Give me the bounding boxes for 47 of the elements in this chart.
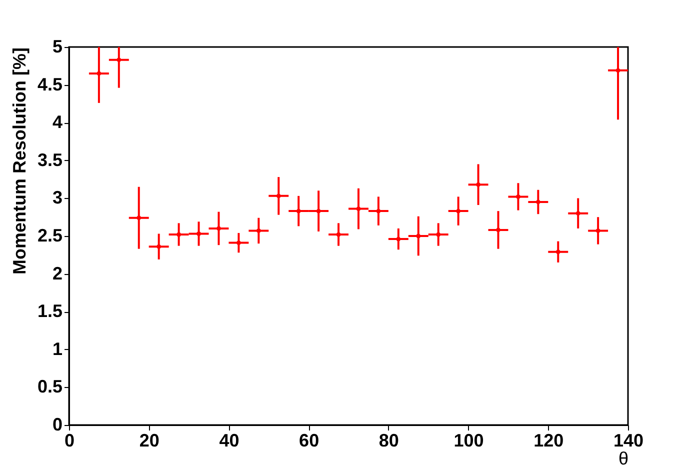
y-tick-label: 2	[52, 263, 62, 284]
point	[616, 68, 620, 73]
point	[316, 208, 321, 214]
x-tick-label: 20	[139, 430, 160, 450]
x-tick-label: 40	[219, 430, 240, 450]
point	[576, 211, 580, 216]
x-tick-label: 80	[378, 430, 399, 450]
point	[236, 240, 241, 246]
point	[336, 232, 341, 237]
x-tick-label: 120	[534, 430, 564, 450]
point	[516, 194, 520, 199]
point	[256, 228, 261, 233]
point	[416, 234, 421, 238]
y-axis-title: Momentum Resolution [%]	[9, 48, 30, 274]
point	[496, 228, 500, 232]
x-tick-label: 140	[613, 430, 644, 450]
x-axis-title: θ	[618, 448, 628, 468]
point	[476, 182, 481, 187]
x-tick-label: 100	[454, 430, 484, 450]
y-tick-label: 2.5	[37, 226, 62, 246]
point	[116, 58, 122, 62]
point	[376, 208, 381, 214]
point	[216, 226, 221, 231]
point	[356, 206, 361, 212]
point	[276, 194, 281, 198]
y-tick-label: 0.5	[37, 376, 62, 397]
point	[156, 244, 162, 249]
y-tick-label: 1	[52, 338, 62, 359]
y-tick-label: 5	[52, 36, 62, 56]
y-tick-label: 3.5	[37, 150, 62, 170]
point	[596, 228, 600, 233]
y-tick-label: 4.5	[37, 74, 62, 94]
y-tick-label: 1.5	[37, 301, 62, 322]
point	[556, 250, 560, 254]
point	[96, 71, 102, 76]
x-tick-label: 60	[299, 430, 320, 450]
point	[396, 236, 401, 242]
point	[436, 232, 441, 237]
point	[196, 232, 202, 236]
point	[296, 208, 301, 214]
y-tick-label: 4	[52, 112, 62, 132]
y-tick-label: 3	[52, 188, 62, 208]
point	[456, 208, 461, 214]
point	[176, 232, 182, 237]
y-tick-label: 0	[52, 414, 62, 434]
point	[536, 200, 540, 204]
point	[136, 216, 142, 220]
